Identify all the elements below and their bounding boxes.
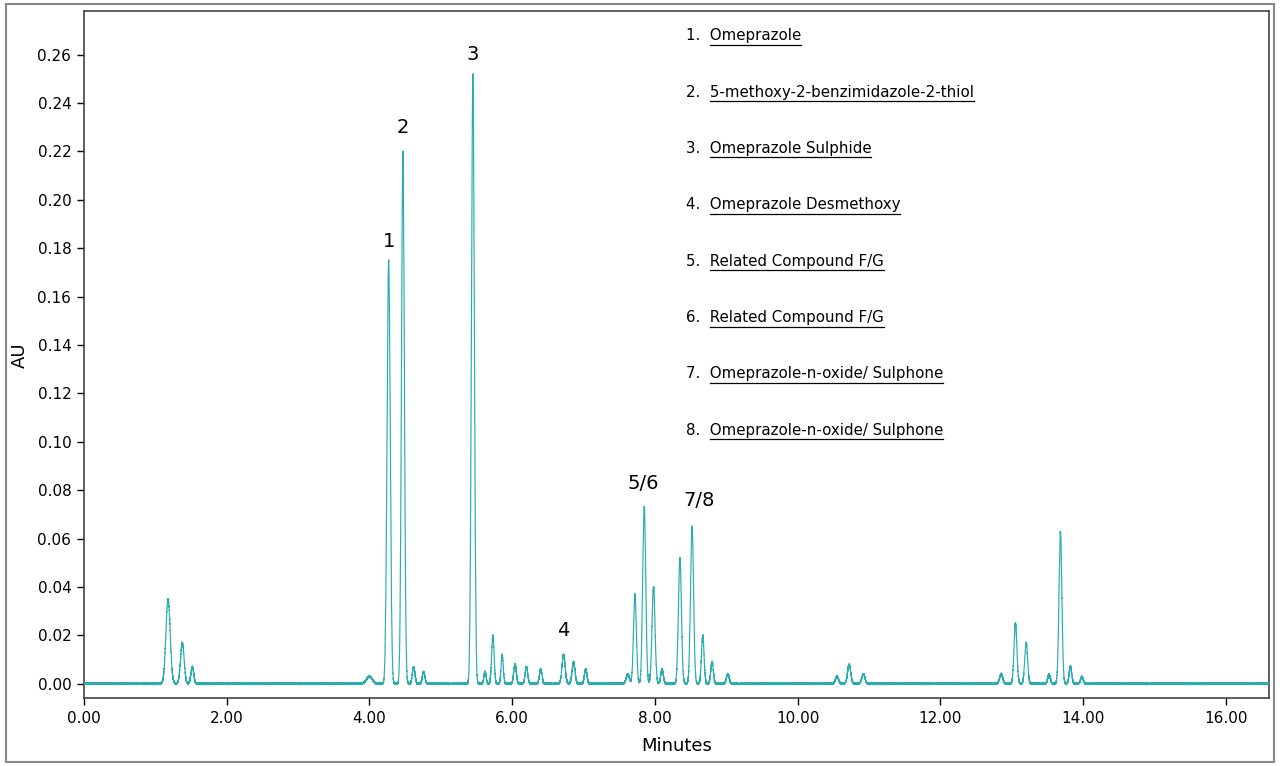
Y-axis label: AU: AU bbox=[12, 342, 29, 368]
Text: 1: 1 bbox=[383, 231, 394, 250]
Text: 6.  Related Compound F/G: 6. Related Compound F/G bbox=[686, 310, 883, 325]
Text: 2.  5-methoxy-2-benzimidazole-2-thiol: 2. 5-methoxy-2-benzimidazole-2-thiol bbox=[686, 84, 974, 100]
Text: 8.  Omeprazole-n-oxide/ Sulphone: 8. Omeprazole-n-oxide/ Sulphone bbox=[686, 423, 943, 437]
Text: 3.  Omeprazole Sulphide: 3. Omeprazole Sulphide bbox=[686, 141, 872, 156]
Text: 5/6: 5/6 bbox=[627, 473, 658, 493]
Text: 4.  Omeprazole Desmethoxy: 4. Omeprazole Desmethoxy bbox=[686, 198, 900, 212]
Text: 3: 3 bbox=[467, 45, 479, 64]
Text: 2: 2 bbox=[397, 118, 410, 137]
Text: 4: 4 bbox=[557, 621, 570, 640]
Text: 1.  Omeprazole: 1. Omeprazole bbox=[686, 28, 801, 44]
Text: 7/8: 7/8 bbox=[684, 490, 716, 509]
Text: 7.  Omeprazole-n-oxide/ Sulphone: 7. Omeprazole-n-oxide/ Sulphone bbox=[686, 366, 943, 381]
X-axis label: Minutes: Minutes bbox=[641, 737, 712, 755]
Text: 5.  Related Compound F/G: 5. Related Compound F/G bbox=[686, 254, 883, 269]
